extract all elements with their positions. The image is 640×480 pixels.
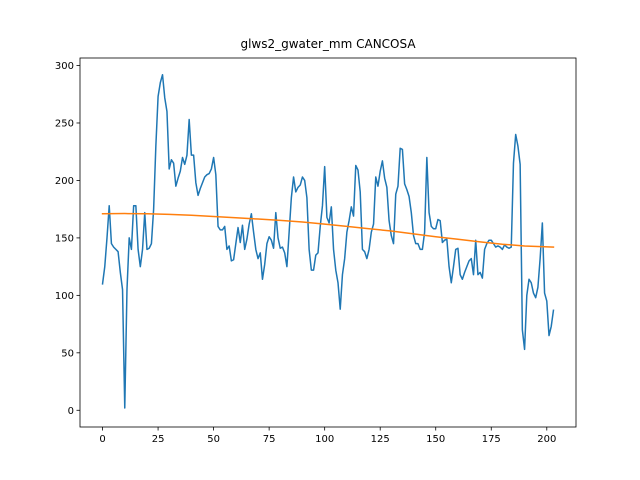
y-tick-label: 50 <box>61 348 74 359</box>
x-tick-label: 50 <box>207 434 220 445</box>
x-tick-label: 125 <box>371 434 390 445</box>
x-tick-label: 175 <box>482 434 501 445</box>
y-tick-label: 0 <box>68 406 74 417</box>
x-tick-label: 150 <box>426 434 445 445</box>
series-layer <box>101 73 555 409</box>
y-tick-label: 300 <box>55 61 74 72</box>
plot-frame <box>79 57 577 428</box>
y-tick-label: 150 <box>55 233 74 244</box>
x-tick-label: 200 <box>537 434 556 445</box>
axes-layer: 0 25 50 75 100 125 150 175 200 0 50 100 150 200 250 300 <box>55 57 577 445</box>
x-tick-label: 0 <box>99 434 105 445</box>
y-tick-label: 100 <box>55 291 74 302</box>
y-tick-label: 200 <box>55 176 74 187</box>
y-tick-label: 250 <box>55 118 74 129</box>
chart-title: glws2_gwater_mm CANCOSA <box>240 37 416 51</box>
series-line-2 <box>101 212 555 248</box>
x-tick-label: 75 <box>263 434 276 445</box>
x-tick-label: 25 <box>152 434 165 445</box>
series-line-1 <box>101 73 555 409</box>
x-tick-label: 100 <box>315 434 334 445</box>
